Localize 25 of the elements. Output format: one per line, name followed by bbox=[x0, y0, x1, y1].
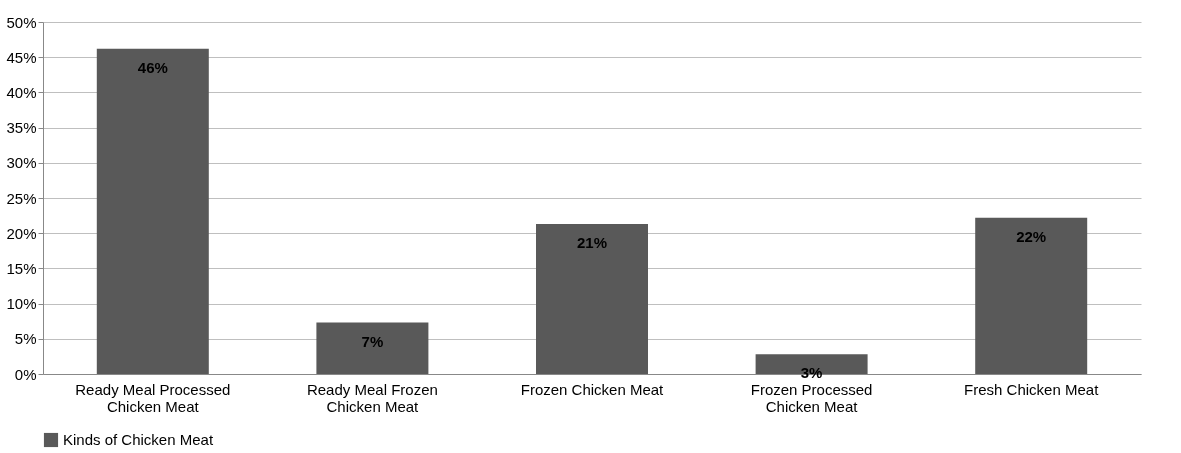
y-tick-label: 35% bbox=[6, 119, 37, 137]
y-tick-label: 45% bbox=[6, 48, 37, 66]
y-tick-label: 20% bbox=[6, 224, 37, 242]
x-tick-label: Frozen Chicken Meat bbox=[520, 380, 665, 398]
text: 21% bbox=[576, 234, 608, 252]
x-tick-label: Ready Meal Processed Chicken Meat bbox=[75, 380, 231, 415]
y-tick-label: 0% bbox=[14, 365, 37, 383]
bar bbox=[536, 224, 648, 374]
text: 46% bbox=[137, 58, 168, 76]
legend-label: Kinds of Chicken Meat bbox=[63, 431, 214, 448]
x-tick-label: Ready Meal Frozen Chicken Meat bbox=[306, 380, 438, 415]
y-tick-label: 25% bbox=[6, 189, 37, 207]
y-tick-label: 5% bbox=[14, 330, 37, 348]
y-tick-label: 50% bbox=[6, 13, 37, 31]
y-tick-label: 10% bbox=[6, 295, 37, 313]
y-tick-label: 40% bbox=[6, 83, 37, 101]
bar bbox=[316, 322, 429, 374]
bar bbox=[975, 217, 1088, 374]
bar bbox=[96, 48, 209, 374]
text: 22% bbox=[1016, 227, 1047, 245]
y-tick-label: 15% bbox=[6, 259, 37, 277]
text: 7% bbox=[361, 332, 384, 350]
x-tick-label: Fresh Chicken Meat bbox=[964, 380, 1100, 398]
x-tick-label: Frozen Processed Chicken Meat bbox=[750, 380, 873, 415]
y-tick-label: 30% bbox=[6, 154, 37, 172]
